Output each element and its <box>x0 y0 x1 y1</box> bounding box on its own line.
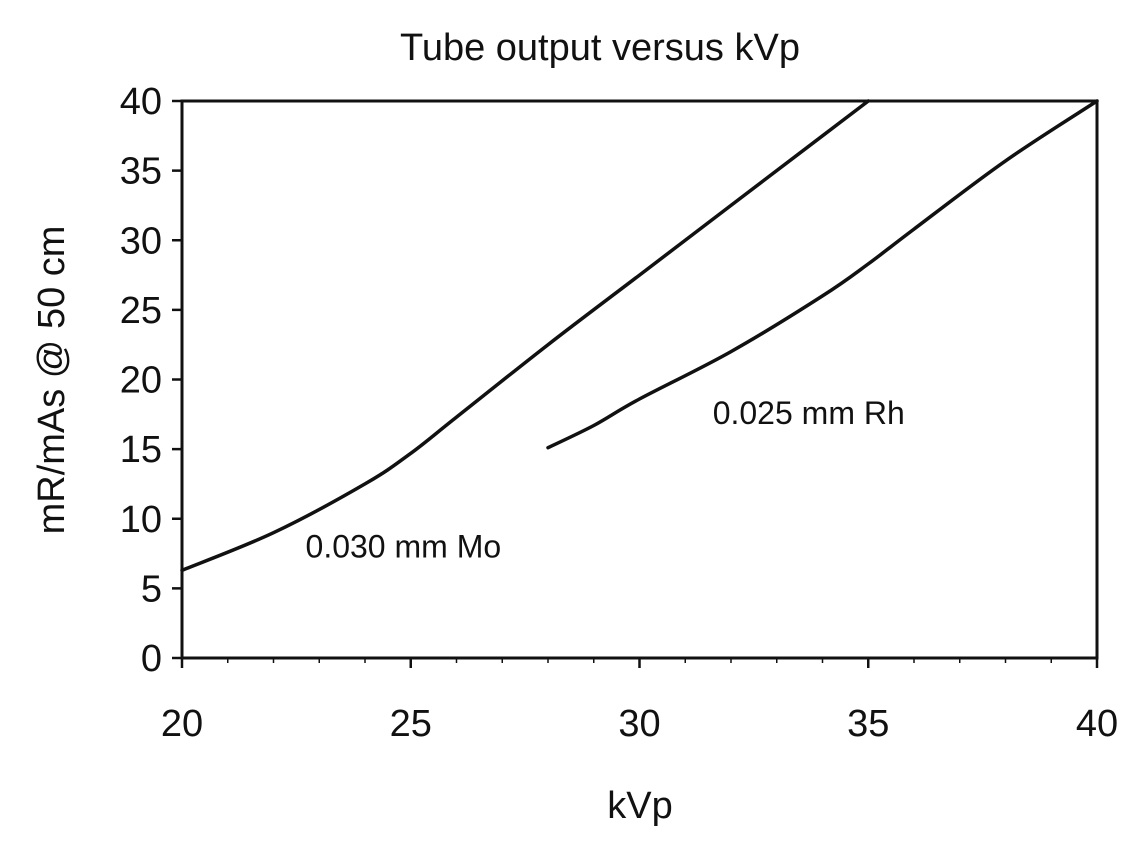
series-annotation-2: 0.025 mm Rh <box>713 395 905 431</box>
chart-title: Tube output versus kVp <box>400 27 800 69</box>
x-tick-label: 40 <box>1076 703 1118 745</box>
series-line-1 <box>180 99 871 573</box>
series-line-2 <box>546 99 1099 450</box>
y-tick-label: 20 <box>120 360 162 402</box>
x-tick-label: 30 <box>618 703 660 745</box>
y-tick-label: 30 <box>120 220 162 262</box>
x-tick-label: 35 <box>847 703 889 745</box>
plot-frame <box>180 99 1099 660</box>
y-tick-label: 0 <box>141 638 162 680</box>
annotation-layer: 0.030 mm Mo 0.025 mm Rh <box>306 395 905 565</box>
x-tick-label: 20 <box>161 703 203 745</box>
series-layer <box>180 99 1099 573</box>
y-axis-label: mR/mAs @ 50 cm <box>31 226 73 535</box>
y-tick-label: 10 <box>120 499 162 541</box>
y-tick-label: 35 <box>120 151 162 193</box>
x-axis: 20 25 30 35 40 <box>161 658 1118 745</box>
y-tick-label: 25 <box>120 290 162 332</box>
x-tick-label: 25 <box>390 703 432 745</box>
y-tick-label: 15 <box>120 429 162 471</box>
y-tick-label: 5 <box>141 568 162 610</box>
y-tick-label: 40 <box>120 81 162 123</box>
x-axis-label: kVp <box>607 785 672 827</box>
series-annotation-1: 0.030 mm Mo <box>306 529 502 565</box>
y-axis: 0 5 10 15 20 25 30 35 40 <box>120 81 182 680</box>
